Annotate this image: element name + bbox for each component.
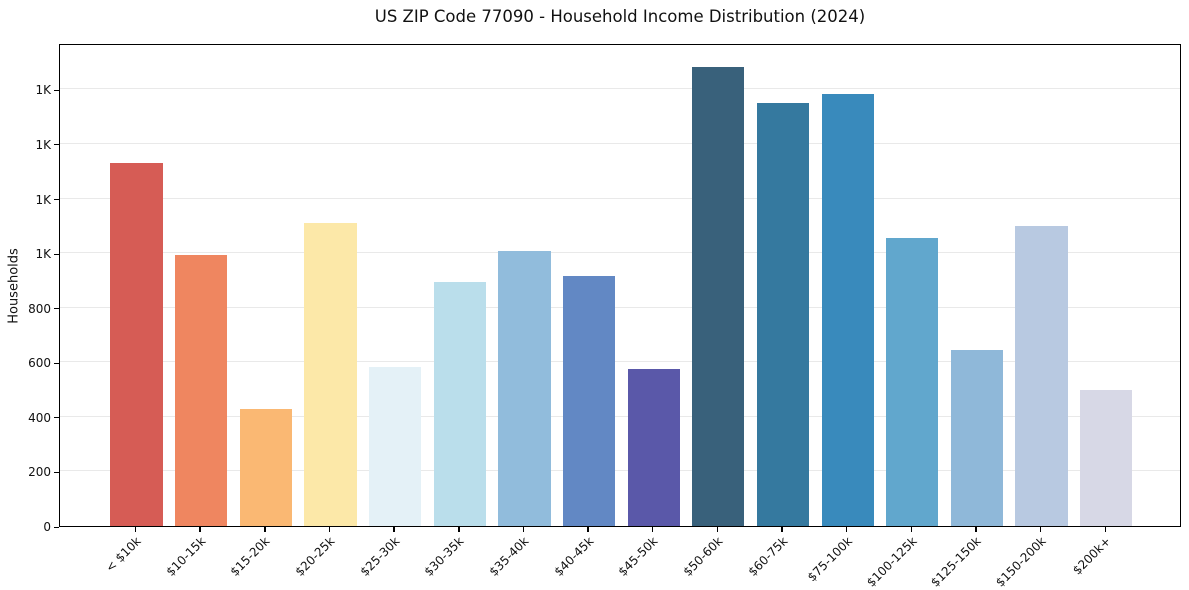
bar xyxy=(886,237,939,526)
gridline xyxy=(60,252,1180,254)
x-tick-mark xyxy=(910,527,913,532)
y-tick-label: 0 xyxy=(43,520,51,534)
gridline xyxy=(60,88,1180,90)
x-tick-mark xyxy=(781,527,783,532)
y-tick-mark xyxy=(54,144,59,146)
gridline xyxy=(60,142,1180,144)
y-tick-label: 600 xyxy=(28,356,51,371)
bar xyxy=(433,282,486,526)
x-tick-mark xyxy=(845,527,848,532)
y-tick-label: 800 xyxy=(28,301,51,316)
bar xyxy=(821,94,874,526)
x-tick-mark xyxy=(199,527,201,532)
gridline xyxy=(60,470,1180,472)
gridline xyxy=(60,361,1180,363)
x-tick-mark xyxy=(264,527,266,532)
y-tick-label: 400 xyxy=(28,410,51,425)
y-tick-mark xyxy=(54,362,59,364)
x-tick-mark xyxy=(134,527,137,532)
x-tick-label: $60-75k xyxy=(745,534,790,579)
bar xyxy=(498,251,551,526)
y-tick-mark xyxy=(54,308,59,310)
bar xyxy=(692,67,745,526)
x-tick-label: $25-30k xyxy=(357,534,402,579)
x-tick-mark xyxy=(587,527,589,532)
y-tick-label: 1K xyxy=(35,137,51,152)
gridline xyxy=(60,197,1180,199)
gridline xyxy=(60,415,1180,417)
x-tick-label: < $10k xyxy=(102,534,144,575)
x-tick-label: $150-200k xyxy=(992,534,1049,590)
y-tick-mark xyxy=(54,253,59,255)
x-tick-label: $15-20k xyxy=(227,534,273,579)
y-tick-label: 1K xyxy=(35,247,51,262)
y-tick-label: 200 xyxy=(28,465,51,480)
bar xyxy=(110,163,163,526)
y-tick-label: 1K xyxy=(35,192,51,207)
x-tick-mark xyxy=(393,527,395,532)
bar xyxy=(175,255,228,526)
y-tick-mark xyxy=(54,417,59,419)
x-tick-label: $35-40k xyxy=(486,534,532,579)
x-tick-label: $50-60k xyxy=(680,534,726,579)
bar xyxy=(950,350,1004,526)
bar xyxy=(1080,390,1133,526)
bar xyxy=(562,276,616,526)
bar xyxy=(1015,225,1068,526)
x-tick-label: $10-15k xyxy=(163,534,209,579)
plot-area xyxy=(59,44,1181,527)
x-tick-label: $45-50k xyxy=(615,534,661,579)
x-tick-label: $20-25k xyxy=(292,534,338,579)
x-tick-label: $200k+ xyxy=(1069,534,1114,578)
x-tick-mark xyxy=(651,527,654,532)
bar xyxy=(304,222,357,526)
x-tick-mark xyxy=(522,527,525,532)
x-tick-label: $40-45k xyxy=(551,534,596,579)
x-tick-mark xyxy=(975,527,977,532)
x-tick-label: $30-35k xyxy=(421,534,467,579)
x-tick-mark xyxy=(458,527,460,532)
bar xyxy=(239,409,292,526)
y-tick-mark xyxy=(54,199,59,201)
x-tick-label: $125-150k xyxy=(928,534,984,590)
x-tick-mark xyxy=(328,527,331,532)
bar xyxy=(627,369,680,526)
chart-title: US ZIP Code 77090 - Household Income Dis… xyxy=(374,7,866,26)
bar xyxy=(368,367,422,526)
y-tick-label: 1K xyxy=(35,83,51,98)
bar xyxy=(756,103,810,526)
x-tick-mark xyxy=(1039,527,1042,532)
y-tick-mark xyxy=(54,526,59,528)
x-tick-label: $75-100k xyxy=(804,534,855,585)
y-tick-mark xyxy=(54,89,59,91)
x-tick-label: $100-125k xyxy=(863,534,920,590)
y-tick-mark xyxy=(54,471,59,473)
x-tick-mark xyxy=(716,527,719,532)
gridline xyxy=(60,306,1180,308)
x-tick-mark xyxy=(1104,527,1106,532)
